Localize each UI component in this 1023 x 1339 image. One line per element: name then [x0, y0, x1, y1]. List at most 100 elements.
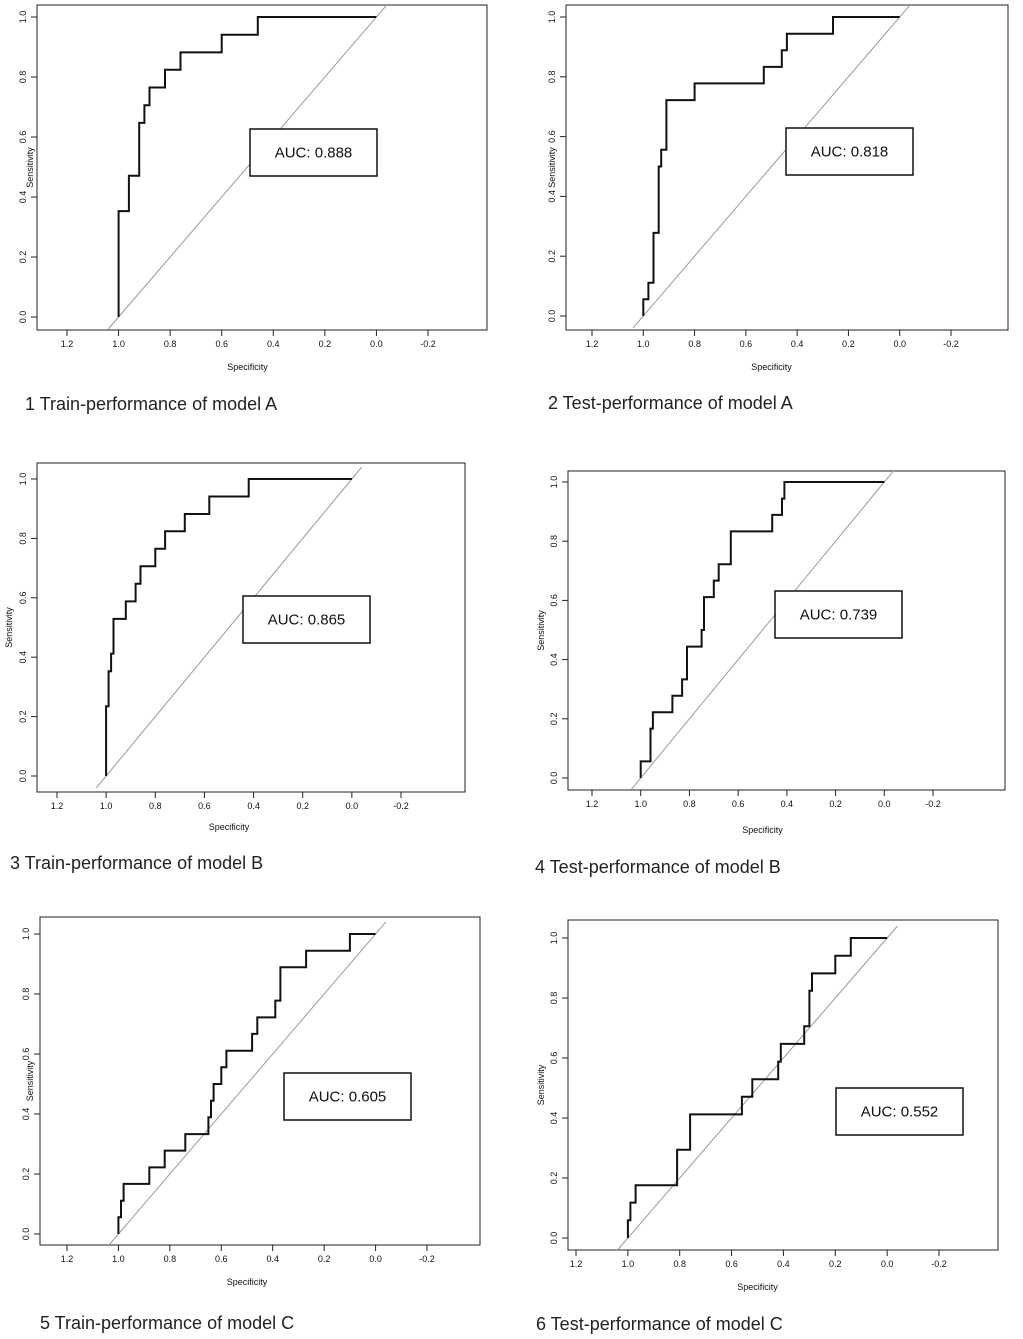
- c2-auc-box: [785, 127, 914, 176]
- c1-y-tick-label-4: 0.8: [18, 71, 28, 84]
- c3-x-tick-label-7: -0.2: [393, 801, 409, 811]
- c6-auc-box: [835, 1087, 964, 1136]
- c1-roc-curve: [117, 16, 377, 317]
- c3-y-tick-label-5: 1.0: [18, 473, 28, 486]
- c3-auc-label: AUC: 0.865: [268, 612, 346, 629]
- c6-x-axis-label: Specificity: [737, 1282, 778, 1292]
- c3-plot-frame: [36, 462, 466, 793]
- c5-y-tick-label-4: 0.8: [21, 988, 31, 1001]
- c3-reference-line: [95, 466, 363, 789]
- c4-x-tick-label-1: 1.0: [634, 799, 647, 809]
- c5-x-tick-label-2: 0.8: [164, 1254, 177, 1264]
- c4-y-tick-label-4: 0.8: [549, 535, 559, 548]
- c5-x-tick-label-3: 0.6: [215, 1254, 228, 1264]
- c3-x-tick-label-5: 0.2: [296, 801, 309, 811]
- c6-y-axis-label: Sensitivity: [536, 1064, 546, 1105]
- c3-y-axis-label: Sensitivity: [4, 607, 14, 648]
- c1-y-tick-label-1: 0.2: [18, 251, 28, 264]
- c4-x-tick-label-4: 0.4: [781, 799, 794, 809]
- c5-y-tick-label-0: 0.0: [21, 1228, 31, 1241]
- c2-x-tick-label-5: 0.2: [842, 339, 855, 349]
- c5-y-axis-label: Sensitivity: [25, 1060, 35, 1101]
- roc-chart-2: 0.0 0.2 0.4 0.6 0.8 1.0 Sensitivity 1.2 1.0 0.8 0.…: [547, 4, 1009, 372]
- caption-4: 4 Test-performance of model B: [535, 857, 781, 877]
- c3-x-tick-label-2: 0.8: [149, 801, 162, 811]
- c3-x-tick-label-6: 0.0: [346, 801, 359, 811]
- c6-y-tick-label-5: 1.0: [549, 932, 559, 945]
- c5-x-tick-label-7: -0.2: [419, 1254, 435, 1264]
- c6-y-tick-label-4: 0.8: [549, 992, 559, 1005]
- c6-y-tick-label-0: 0.0: [549, 1232, 559, 1245]
- c5-y-tick-label-5: 1.0: [21, 928, 31, 941]
- c2-plot-frame: [565, 4, 1009, 331]
- roc-chart-1: 0.0 0.2 0.4 0.6 0.8 1.0 Sensitivity 1.2 1.0 0.8 0.…: [18, 4, 488, 372]
- c5-x-tick-label-4: 0.4: [266, 1254, 279, 1264]
- c6-x-tick-label-6: 0.0: [881, 1259, 894, 1269]
- roc-chart-6: 0.0 0.2 0.4 0.6 0.8 1.0 Sensitivity 1.2 1.0 0.8 0.…: [536, 919, 999, 1292]
- c3-y-tick-label-0: 0.0: [18, 770, 28, 783]
- c4-x-tick-label-5: 0.2: [829, 799, 842, 809]
- c4-y-tick-label-1: 0.2: [549, 713, 559, 726]
- caption-6: 6 Test-performance of model C: [536, 1314, 783, 1334]
- c6-y-tick-label-2: 0.4: [549, 1112, 559, 1125]
- c6-plot-frame: [567, 919, 999, 1251]
- c6-roc-curve: [626, 937, 888, 1238]
- c5-y-tick-label-3: 0.6: [21, 1048, 31, 1061]
- c4-auc-box: [774, 590, 903, 639]
- c2-auc-label: AUC: 0.818: [811, 144, 889, 161]
- c4-auc-label: AUC: 0.739: [800, 607, 878, 624]
- c2-y-tick-label-0: 0.0: [547, 310, 557, 323]
- c2-x-tick-label-3: 0.6: [740, 339, 753, 349]
- c1-x-tick-label-1: 1.0: [112, 339, 125, 349]
- c1-x-tick-label-0: 1.2: [61, 339, 74, 349]
- c1-x-tick-label-7: -0.2: [420, 339, 436, 349]
- c5-x-tick-label-5: 0.2: [318, 1254, 331, 1264]
- c1-plot-frame: [36, 4, 488, 331]
- c3-y-tick-label-1: 0.2: [18, 710, 28, 723]
- c2-x-axis-label: Specificity: [751, 362, 792, 372]
- c4-y-tick-label-5: 1.0: [549, 476, 559, 489]
- c1-x-tick-label-5: 0.2: [319, 339, 332, 349]
- c1-reference-line: [107, 4, 388, 330]
- c4-reference-line: [630, 469, 895, 791]
- c4-y-tick-label-3: 0.6: [549, 594, 559, 607]
- caption-1: 1 Train-performance of model A: [25, 394, 278, 414]
- c3-x-axis-label: Specificity: [209, 822, 250, 832]
- c2-x-tick-label-0: 1.2: [586, 339, 599, 349]
- c4-y-tick-label-2: 0.4: [549, 653, 559, 666]
- c4-x-tick-label-2: 0.8: [683, 799, 696, 809]
- c6-x-tick-label-0: 1.2: [570, 1259, 583, 1269]
- c3-y-tick-label-4: 0.8: [18, 532, 28, 545]
- c2-x-tick-label-6: 0.0: [893, 339, 906, 349]
- c6-x-tick-label-5: 0.2: [829, 1259, 842, 1269]
- c3-y-tick-label-2: 0.4: [18, 651, 28, 664]
- c1-y-tick-label-2: 0.4: [18, 191, 28, 204]
- c4-x-tick-label-6: 0.0: [878, 799, 891, 809]
- roc-chart-5: 0.0 0.2 0.4 0.6 0.8 1.0 Sensitivity 1.2 1.0 0.8 0.…: [21, 916, 481, 1287]
- c2-y-tick-label-3: 0.6: [547, 130, 557, 143]
- c6-reference-line: [617, 925, 898, 1251]
- c4-x-tick-label-3: 0.6: [732, 799, 745, 809]
- c2-y-tick-label-5: 1.0: [547, 11, 557, 24]
- c6-y-tick-label-1: 0.2: [549, 1172, 559, 1185]
- c5-x-axis-label: Specificity: [227, 1277, 268, 1287]
- c1-x-tick-label-2: 0.8: [164, 339, 177, 349]
- c2-y-tick-label-4: 0.8: [547, 71, 557, 84]
- c1-y-axis-label: Sensitivity: [25, 147, 35, 188]
- caption-3: 3 Train-performance of model B: [10, 853, 264, 873]
- c1-x-tick-label-3: 0.6: [215, 339, 228, 349]
- c5-reference-line: [107, 921, 387, 1247]
- c1-x-axis-label: Specificity: [227, 362, 268, 372]
- c2-x-tick-label-2: 0.8: [688, 339, 701, 349]
- c6-auc-label: AUC: 0.552: [861, 1104, 939, 1121]
- c5-x-tick-label-6: 0.0: [369, 1254, 382, 1264]
- c6-x-tick-label-4: 0.4: [777, 1259, 790, 1269]
- c1-x-tick-label-4: 0.4: [267, 339, 280, 349]
- c6-x-tick-label-7: -0.2: [931, 1259, 947, 1269]
- c4-y-tick-label-0: 0.0: [549, 772, 559, 785]
- c5-y-tick-label-1: 0.2: [21, 1168, 31, 1181]
- c4-x-tick-label-7: -0.2: [925, 799, 941, 809]
- c5-auc-box: [283, 1072, 412, 1121]
- c1-y-tick-label-3: 0.6: [18, 131, 28, 144]
